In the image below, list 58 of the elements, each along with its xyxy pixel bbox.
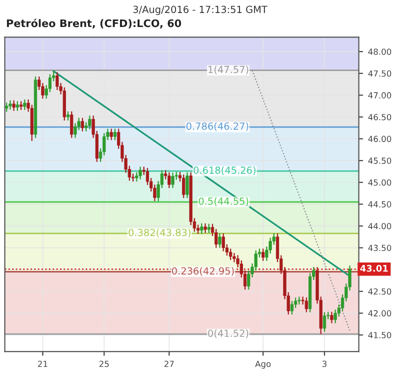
candlestick bbox=[168, 172, 171, 189]
y-tick-label: 41.50 bbox=[368, 332, 392, 338]
candlestick bbox=[8, 100, 12, 110]
y-tick-label: 44.00 bbox=[368, 222, 392, 230]
candlestick bbox=[330, 311, 334, 324]
ref-line-label: 0.236(42.95) bbox=[172, 267, 234, 276]
candlestick bbox=[138, 166, 142, 180]
candlestick bbox=[262, 248, 265, 262]
x-tick-label: 21 bbox=[38, 360, 48, 367]
y-tick-label: 48.00 bbox=[368, 48, 392, 55]
y-tick-label: 42.50 bbox=[368, 288, 392, 295]
candlestick bbox=[204, 222, 207, 234]
y-tick-label: 47.00 bbox=[368, 92, 392, 98]
candlestick bbox=[200, 222, 204, 234]
candlestick bbox=[218, 232, 222, 248]
candlestick bbox=[12, 100, 16, 112]
ref-line-label: 0.618(45.26) bbox=[194, 166, 256, 176]
candlestick bbox=[66, 110, 70, 122]
candlestick bbox=[214, 228, 218, 248]
candlestick bbox=[222, 232, 225, 252]
ref-line-label: 1(47.57) bbox=[208, 66, 248, 74]
candlestick bbox=[207, 223, 210, 234]
ref-line-label: 0(41.52) bbox=[208, 329, 248, 338]
candlestick bbox=[88, 115, 92, 130]
candlestick bbox=[56, 72, 59, 91]
x-tick-label: 25 bbox=[99, 360, 109, 368]
candlestick bbox=[16, 100, 20, 112]
candlestick bbox=[182, 174, 186, 199]
candlestick bbox=[113, 128, 117, 141]
candlestick bbox=[229, 248, 232, 261]
candlestick bbox=[5, 102, 8, 112]
x-tick-label: Ago bbox=[255, 360, 271, 369]
ref-line-label: 0.382(43.83) bbox=[128, 228, 190, 238]
x-tick-label: 27 bbox=[164, 360, 174, 367]
y-tick-label: 45.00 bbox=[368, 179, 392, 186]
y-tick-label: 43.50 bbox=[368, 244, 392, 252]
y-tick-label: 46.00 bbox=[368, 136, 392, 142]
candlestick bbox=[23, 98, 26, 111]
candlestick bbox=[80, 117, 84, 132]
candlestick bbox=[290, 300, 294, 316]
ref-line-label: 43.01 bbox=[360, 264, 388, 272]
candlestick bbox=[304, 296, 308, 313]
y-tick-label: 42.00 bbox=[368, 310, 392, 316]
candlestick bbox=[186, 172, 189, 199]
ref-line-label: 0.5(44.55) bbox=[198, 197, 248, 206]
y-tick-label: 44.50 bbox=[368, 201, 392, 208]
candlestick bbox=[322, 312, 326, 332]
candlestick bbox=[110, 128, 113, 141]
chart-subtitle: 3/Aug/2016 - 17:13:51 GMT bbox=[133, 6, 268, 15]
x-tick-label: 3 bbox=[322, 360, 326, 368]
y-tick-label: 45.50 bbox=[368, 158, 392, 164]
ref-line-label: 0.786(46.27) bbox=[186, 122, 248, 131]
y-tick-label: 46.50 bbox=[368, 114, 392, 120]
candlestick bbox=[70, 110, 74, 138]
candlestick bbox=[171, 172, 174, 189]
candlestick bbox=[298, 296, 301, 306]
y-tick-label: 47.50 bbox=[368, 70, 392, 77]
chart-title: Petróleo Brent, (CFD):LCO, 60 bbox=[6, 18, 182, 29]
